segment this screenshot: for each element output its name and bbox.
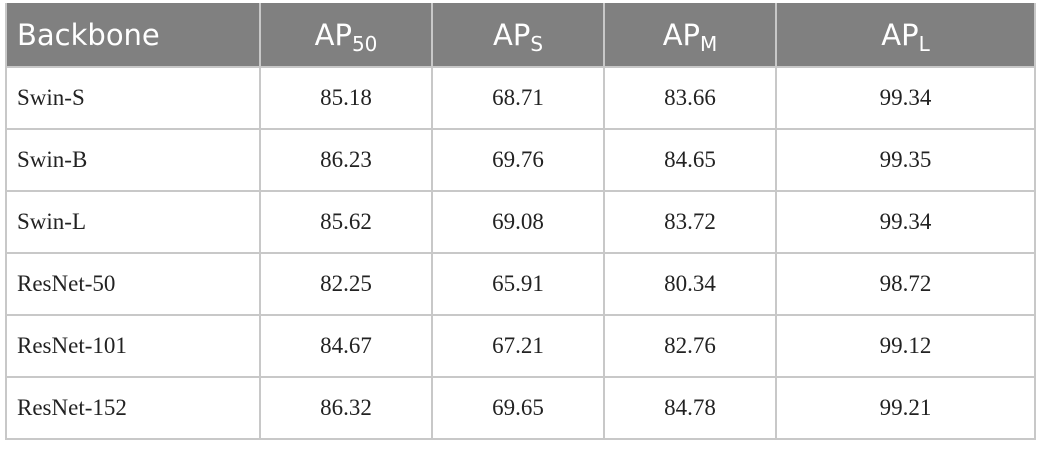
table-row: ResNet-152 86.32 69.65 84.78 99.21 <box>5 376 1036 440</box>
header-cell: APL <box>775 3 1036 68</box>
backbone-cell: Swin-L <box>5 190 261 254</box>
value-cell: 68.71 <box>431 66 605 130</box>
value-cell: 67.21 <box>431 314 605 378</box>
header-cell: APS <box>431 3 605 68</box>
value-cell: 84.65 <box>603 128 777 192</box>
backbone-cell: ResNet-152 <box>5 376 261 440</box>
value-cell: 84.67 <box>259 314 433 378</box>
value-cell: 80.34 <box>603 252 777 316</box>
value-cell: 99.12 <box>775 314 1036 378</box>
table-body: Swin-S 85.18 68.71 83.66 99.34 Swin-B 86.23 69.… <box>5 66 1036 440</box>
header-text: AP <box>881 17 919 52</box>
table-row: Swin-S 85.18 68.71 83.66 99.34 <box>5 66 1036 130</box>
table-row: ResNet-101 84.67 67.21 82.76 99.12 <box>5 314 1036 378</box>
header-subscript: M <box>700 31 718 56</box>
header-subscript: S <box>530 31 544 56</box>
header-cell: Backbone <box>5 3 261 68</box>
backbone-cell: Swin-S <box>5 66 261 130</box>
value-cell: 69.08 <box>431 190 605 254</box>
value-cell: 65.91 <box>431 252 605 316</box>
header-subscript: L <box>918 31 930 56</box>
header-text: AP <box>314 17 352 52</box>
value-cell: 82.76 <box>603 314 777 378</box>
value-cell: 86.23 <box>259 128 433 192</box>
header-cell: AP50 <box>259 3 433 68</box>
header-text: AP <box>492 17 531 52</box>
value-cell: 99.21 <box>775 376 1036 440</box>
value-cell: 69.76 <box>431 128 605 192</box>
header-cell: APM <box>603 3 777 68</box>
value-cell: 84.78 <box>603 376 777 440</box>
header-row: Backbone AP50 APS APM APL <box>5 3 1036 68</box>
backbone-cell: Swin-B <box>5 128 261 192</box>
table-row: Swin-B 86.23 69.76 84.65 99.35 <box>5 128 1036 192</box>
header-text: Backbone <box>17 17 160 52</box>
value-cell: 83.66 <box>603 66 777 130</box>
table-row: ResNet-50 82.25 65.91 80.34 98.72 <box>5 252 1036 316</box>
value-cell: 85.18 <box>259 66 433 130</box>
value-cell: 82.25 <box>259 252 433 316</box>
header-text: AP <box>662 17 701 52</box>
value-cell: 99.35 <box>775 128 1036 192</box>
value-cell: 85.62 <box>259 190 433 254</box>
value-cell: 99.34 <box>775 66 1036 130</box>
backbone-cell: ResNet-50 <box>5 252 261 316</box>
value-cell: 83.72 <box>603 190 777 254</box>
results-table: Backbone AP50 APS APM APL Swin-S 85.18 68.71 83… <box>5 3 1036 440</box>
value-cell: 86.32 <box>259 376 433 440</box>
header-subscript: 50 <box>351 31 378 56</box>
table-row: Swin-L 85.62 69.08 83.72 99.34 <box>5 190 1036 254</box>
value-cell: 99.34 <box>775 190 1036 254</box>
value-cell: 98.72 <box>775 252 1036 316</box>
value-cell: 69.65 <box>431 376 605 440</box>
backbone-cell: ResNet-101 <box>5 314 261 378</box>
